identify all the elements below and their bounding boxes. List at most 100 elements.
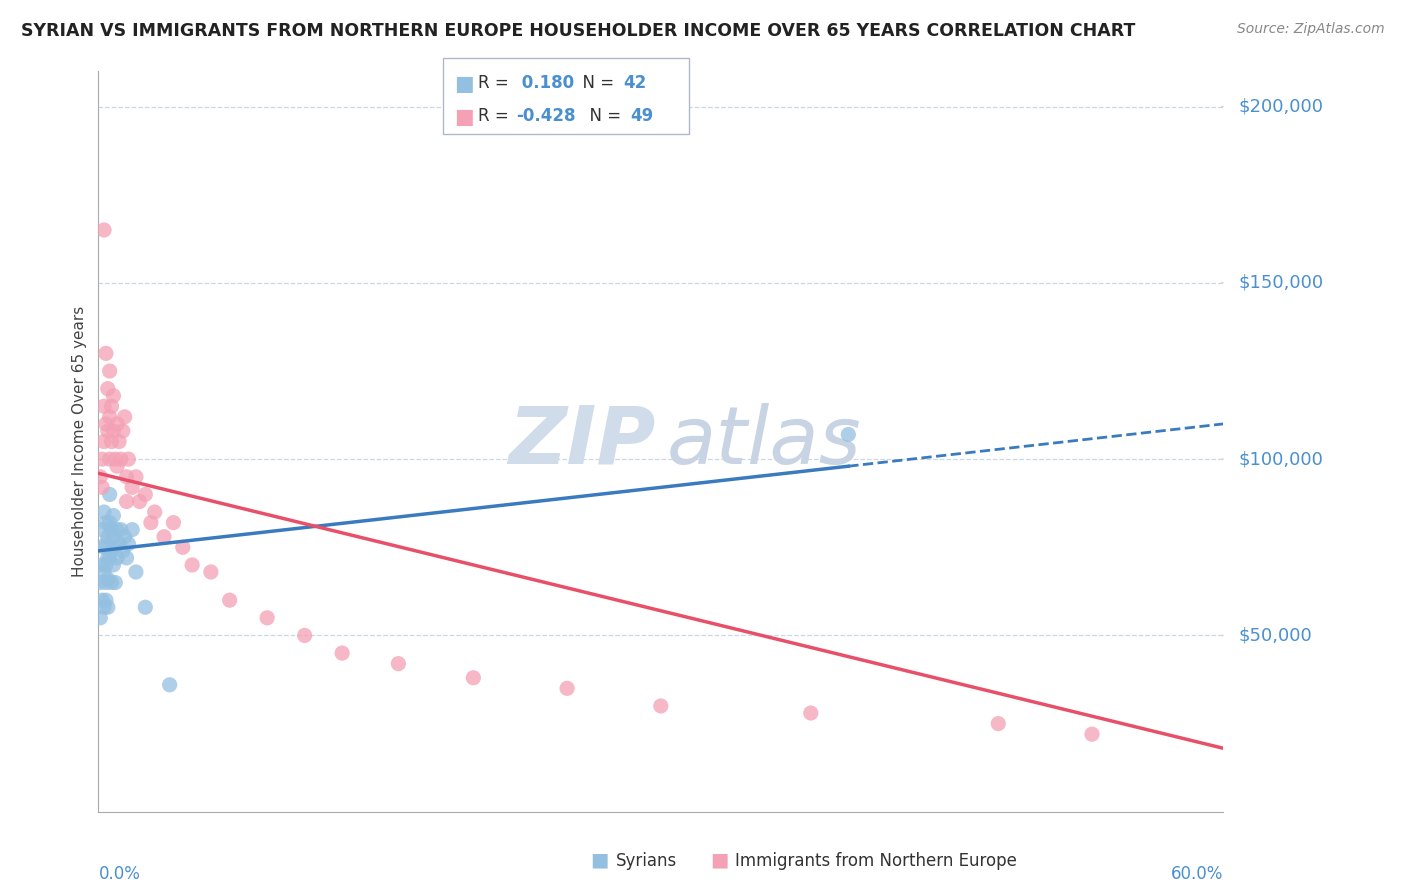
Point	[91, 452, 114, 467]
Text: N =: N =	[579, 107, 627, 125]
Point	[91, 480, 114, 494]
Point	[105, 459, 128, 474]
Point	[91, 593, 114, 607]
Text: 0.180: 0.180	[516, 74, 574, 92]
Point	[111, 424, 134, 438]
Point	[98, 409, 121, 424]
Point	[800, 706, 823, 720]
Text: $100,000: $100,000	[1239, 450, 1323, 468]
Point	[650, 698, 672, 713]
Point	[105, 523, 128, 537]
Point	[121, 523, 143, 537]
Point	[181, 558, 204, 572]
Text: ■: ■	[454, 107, 474, 127]
Point	[100, 523, 122, 537]
Text: N =: N =	[572, 74, 620, 92]
Point	[110, 523, 132, 537]
Point	[100, 399, 122, 413]
Text: $50,000: $50,000	[1239, 626, 1312, 644]
Point	[104, 575, 127, 590]
Text: ■: ■	[710, 851, 728, 870]
Point	[98, 516, 121, 530]
Point	[200, 565, 222, 579]
Point	[94, 575, 117, 590]
Point	[89, 611, 111, 625]
Point	[111, 544, 134, 558]
Point	[93, 223, 115, 237]
Point	[97, 600, 120, 615]
Point	[143, 505, 166, 519]
Point	[105, 550, 128, 565]
Point	[1081, 727, 1104, 741]
Point	[115, 550, 138, 565]
Text: 0.0%: 0.0%	[98, 864, 141, 882]
Point	[117, 452, 139, 467]
Text: ZIP: ZIP	[508, 402, 655, 481]
Text: Immigrants from Northern Europe: Immigrants from Northern Europe	[735, 852, 1017, 870]
Point	[100, 544, 122, 558]
Text: ■: ■	[454, 74, 474, 94]
Point	[218, 593, 240, 607]
Point	[256, 611, 278, 625]
Text: R =: R =	[478, 107, 515, 125]
Point	[103, 530, 125, 544]
Point	[105, 417, 128, 431]
Point	[98, 452, 121, 467]
Text: Source: ZipAtlas.com: Source: ZipAtlas.com	[1237, 22, 1385, 37]
Point	[837, 427, 859, 442]
Text: -0.428: -0.428	[516, 107, 575, 125]
Point	[103, 389, 125, 403]
Point	[94, 346, 117, 360]
Point	[91, 523, 114, 537]
Point	[987, 716, 1010, 731]
Point	[89, 575, 111, 590]
Point	[463, 671, 485, 685]
Point	[117, 537, 139, 551]
Point	[115, 470, 138, 484]
Text: $200,000: $200,000	[1239, 97, 1323, 116]
Point	[93, 399, 115, 413]
Point	[94, 516, 117, 530]
Point	[153, 530, 176, 544]
Text: 42: 42	[623, 74, 647, 92]
Point	[121, 480, 143, 494]
Point	[387, 657, 409, 671]
Point	[94, 537, 117, 551]
Point	[172, 541, 194, 555]
Point	[97, 424, 120, 438]
Point	[139, 516, 162, 530]
Point	[128, 494, 150, 508]
Point	[110, 452, 132, 467]
Point	[98, 487, 121, 501]
Point	[103, 508, 125, 523]
Point	[100, 434, 122, 449]
Point	[114, 530, 136, 544]
Point	[125, 565, 148, 579]
Point	[98, 364, 121, 378]
Point	[555, 681, 578, 696]
Point	[115, 494, 138, 508]
Text: R =: R =	[478, 74, 515, 92]
Point	[98, 550, 121, 565]
Text: $150,000: $150,000	[1239, 274, 1323, 292]
Text: atlas: atlas	[666, 402, 862, 481]
Point	[93, 565, 115, 579]
Point	[108, 434, 131, 449]
Point	[294, 628, 316, 642]
Y-axis label: Householder Income Over 65 years: Householder Income Over 65 years	[72, 306, 87, 577]
Point	[94, 417, 117, 431]
Text: ■: ■	[591, 851, 609, 870]
Point	[89, 470, 111, 484]
Point	[159, 678, 181, 692]
Point	[97, 382, 120, 396]
Text: 49: 49	[630, 107, 654, 125]
Point	[103, 558, 125, 572]
Point	[91, 558, 114, 572]
Point	[93, 541, 115, 555]
Point	[104, 452, 127, 467]
Point	[94, 558, 117, 572]
Point	[104, 541, 127, 555]
Point	[93, 505, 115, 519]
Point	[100, 575, 122, 590]
Point	[97, 530, 120, 544]
